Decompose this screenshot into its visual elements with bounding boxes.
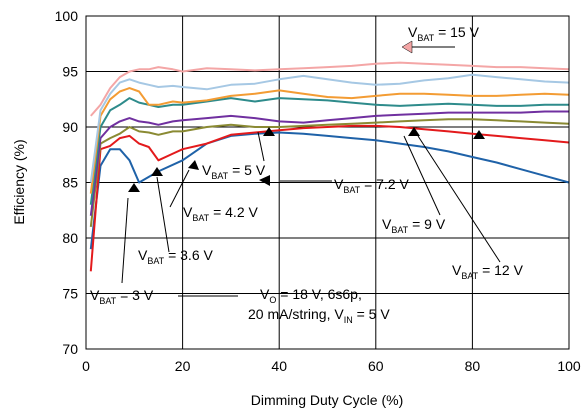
series-line-2 [89,118,570,228]
label-v5: VBAT = 5 V [202,162,266,181]
arrow-v9 [408,127,420,136]
arrow-v72 [263,127,275,136]
y-tick-label: 95 [62,64,78,80]
annotations: VBAT = 15 V VBAT = 12 V VBAT = 9 V VBAT … [90,24,524,325]
y-axis-title: Efficiency (%) [11,139,27,224]
y-tick-label: 75 [62,286,78,302]
label-v15: VBAT = 15 V [408,24,480,43]
y-tick-label: 70 [62,341,78,357]
y-tick-label: 100 [55,8,79,24]
series-line-3 [89,110,569,216]
y-tick-label: 80 [62,230,78,246]
y-tick-label: 85 [62,175,78,191]
series-line-6 [89,73,570,183]
label-conditions-line1: VO = 18 V, 6s6p, [260,286,362,305]
arrow-v3 [128,183,140,192]
label-v36: VBAT = 3.6 V [138,247,213,266]
x-tick-label: 80 [465,358,481,374]
series-lines [89,61,570,272]
series-line-0 [89,131,570,250]
leader-v12 [417,135,501,263]
label-v42: VBAT = 4.2 V [183,204,258,223]
leader-v3 [121,197,129,284]
arrow-v36 [151,167,163,176]
series-line-5 [89,87,570,194]
tick-labels: 70 75 80 85 90 95 100 0 20 40 60 80 100 [55,8,581,374]
series-line-1 [89,124,570,272]
arrow-v42 [188,160,199,170]
leader-v36 [156,176,170,253]
arrow-v15 [401,40,413,54]
x-tick-label: 20 [175,358,191,374]
leader-v9 [403,135,441,216]
x-tick-label: 0 [82,358,90,374]
leader-v5 [257,131,265,162]
y-tick-label: 90 [62,119,78,135]
series-line-4 [89,97,569,205]
x-axis-title: Dimming Duty Cycle (%) [251,392,403,408]
series-line-7 [90,61,570,117]
x-tick-label: 100 [557,358,581,374]
label-v12: VBAT = 12 V [452,262,524,281]
label-v3: VBAT = 3 V [90,287,154,306]
plot-frame [85,15,570,350]
label-v72: VBAT = 7.2 V [334,176,409,195]
arrow-v12 [473,130,485,139]
x-tick-label: 40 [271,358,287,374]
arrow-v5 [259,175,270,186]
x-tick-label: 60 [368,358,384,374]
label-conditions-line2: 20 mA/string, VIN = 5 V [248,306,390,325]
label-v9: VBAT = 9 V [382,216,446,235]
leader-v42 [169,169,190,208]
